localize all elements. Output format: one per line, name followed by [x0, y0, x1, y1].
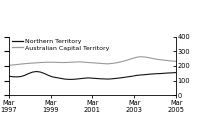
- Legend: Northern Territory, Australian Capital Territory: Northern Territory, Australian Capital T…: [12, 39, 110, 51]
